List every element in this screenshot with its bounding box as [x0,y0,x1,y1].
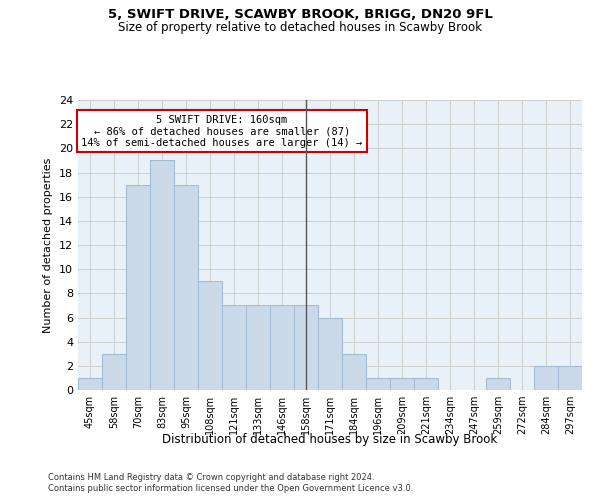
Bar [486,378,510,390]
Bar [294,306,318,390]
Bar [366,378,390,390]
Y-axis label: Number of detached properties: Number of detached properties [43,158,53,332]
Bar [174,184,198,390]
Bar [318,318,342,390]
Bar [102,354,126,390]
Bar [390,378,414,390]
Bar [270,306,294,390]
Bar [78,378,102,390]
Bar [558,366,582,390]
Text: Contains public sector information licensed under the Open Government Licence v3: Contains public sector information licen… [48,484,413,493]
Bar [222,306,246,390]
Bar [246,306,270,390]
Bar [126,184,150,390]
Bar [414,378,438,390]
Bar [150,160,174,390]
Text: Contains HM Land Registry data © Crown copyright and database right 2024.: Contains HM Land Registry data © Crown c… [48,472,374,482]
Bar [198,281,222,390]
Bar [534,366,558,390]
Text: 5 SWIFT DRIVE: 160sqm
← 86% of detached houses are smaller (87)
14% of semi-deta: 5 SWIFT DRIVE: 160sqm ← 86% of detached … [82,114,362,148]
Text: 5, SWIFT DRIVE, SCAWBY BROOK, BRIGG, DN20 9FL: 5, SWIFT DRIVE, SCAWBY BROOK, BRIGG, DN2… [107,8,493,20]
Bar [342,354,366,390]
Text: Distribution of detached houses by size in Scawby Brook: Distribution of detached houses by size … [163,432,497,446]
Text: Size of property relative to detached houses in Scawby Brook: Size of property relative to detached ho… [118,21,482,34]
